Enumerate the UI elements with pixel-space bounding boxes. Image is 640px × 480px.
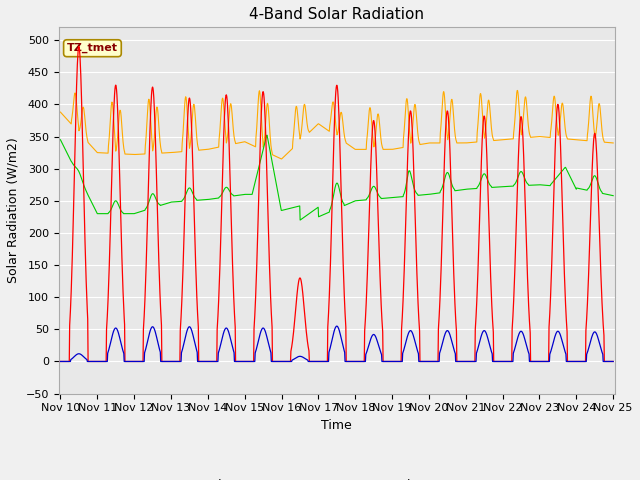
Title: 4-Band Solar Radiation: 4-Band Solar Radiation [250,7,424,22]
Text: TZ_tmet: TZ_tmet [67,43,118,53]
X-axis label: Time: Time [321,419,352,432]
Legend: SWin, SWout, LWin, LWout: SWin, SWout, LWin, LWout [152,474,522,480]
Y-axis label: Solar Radiation (W/m2): Solar Radiation (W/m2) [7,138,20,283]
